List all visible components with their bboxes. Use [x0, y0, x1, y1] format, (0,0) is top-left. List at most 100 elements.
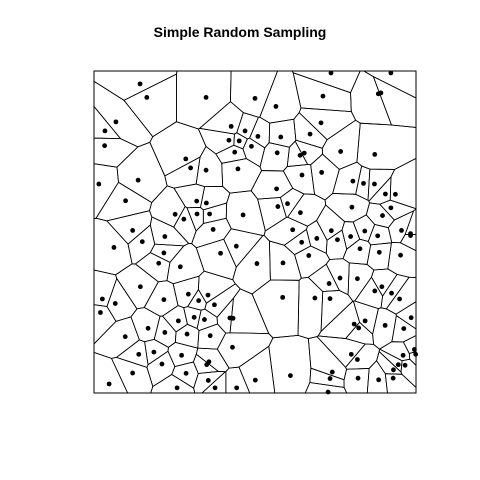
- sample-point: [207, 333, 213, 339]
- sample-point: [230, 344, 235, 350]
- sample-point: [400, 352, 406, 358]
- voronoi-cell: [310, 153, 340, 201]
- voronoi-cell: [307, 263, 340, 292]
- voronoi-cell: [354, 276, 384, 310]
- voronoi-cell: [161, 305, 188, 333]
- sample-point: [218, 250, 223, 256]
- voronoi-cell: [347, 262, 375, 302]
- sample-point: [318, 120, 324, 126]
- voronoi-cell: [282, 164, 316, 195]
- voronoi-cell: [149, 185, 186, 228]
- voronoi-cell: [297, 276, 324, 340]
- sample-point: [123, 198, 128, 204]
- sample-point: [99, 296, 105, 302]
- sample-point: [325, 389, 331, 395]
- sample-point: [337, 275, 343, 281]
- sample-point: [362, 228, 368, 234]
- sample-point: [280, 294, 286, 300]
- sample-point: [297, 152, 303, 158]
- voronoi-cell: [294, 139, 323, 166]
- voronoi-cell: [356, 122, 417, 170]
- sample-point: [408, 315, 414, 321]
- sample-point: [172, 211, 178, 217]
- voronoi-cell: [123, 73, 177, 138]
- voronoi-cell: [283, 228, 312, 256]
- sample-point: [162, 234, 168, 239]
- voronoi-cell: [173, 205, 197, 245]
- sample-point: [122, 334, 128, 340]
- voronoi-cell: [298, 107, 357, 141]
- sample-point: [408, 231, 413, 237]
- sample-point: [314, 236, 320, 241]
- sample-point: [113, 119, 119, 125]
- sample-point: [156, 260, 162, 266]
- voronoi-cell: [93, 351, 129, 394]
- voronoi-cell: [143, 280, 179, 317]
- voronoi-cell: [321, 119, 361, 170]
- sample-point: [326, 281, 332, 286]
- voronoi-cell: [324, 193, 370, 223]
- voronoi-cell: [150, 374, 196, 394]
- sample-point: [236, 138, 242, 144]
- sample-point: [278, 134, 284, 140]
- voronoi-cell: [106, 210, 153, 245]
- sample-point: [111, 245, 117, 250]
- voronoi-cell: [366, 360, 388, 394]
- sample-point: [98, 310, 103, 315]
- sample-point: [319, 170, 325, 175]
- sample-point: [252, 377, 258, 383]
- sample-point: [210, 227, 216, 232]
- sample-point: [350, 178, 356, 184]
- sample-point: [328, 70, 334, 76]
- sample-point: [390, 375, 396, 381]
- voronoi-cell: [293, 112, 328, 149]
- sample-point: [306, 253, 312, 258]
- voronoi-cell: [268, 118, 297, 148]
- voronoi-cell: [93, 80, 154, 148]
- sample-point: [372, 181, 377, 187]
- sample-point: [329, 369, 335, 375]
- sample-point: [361, 180, 366, 186]
- sample-point: [234, 385, 240, 391]
- sample-point: [351, 321, 357, 327]
- sample-point: [249, 143, 254, 149]
- sample-point: [145, 325, 151, 331]
- sample-point: [161, 250, 167, 256]
- sample-point: [389, 290, 394, 296]
- sample-point: [102, 143, 108, 149]
- sample-point: [327, 376, 333, 381]
- voronoi-cell: [115, 339, 149, 368]
- voronoi-cell: [232, 234, 271, 295]
- sample-points: [96, 70, 419, 395]
- sample-point: [411, 347, 417, 352]
- sample-point: [280, 260, 286, 266]
- sample-point: [112, 301, 118, 306]
- sample-point: [255, 133, 261, 139]
- sample-point: [348, 234, 354, 239]
- sample-point: [226, 137, 232, 143]
- sample-point: [205, 292, 211, 298]
- voronoi-cell: [372, 307, 397, 350]
- voronoi-cell: [320, 290, 354, 333]
- voronoi-cell: [291, 70, 361, 94]
- sample-point: [191, 314, 197, 320]
- voronoi-cell: [249, 116, 271, 149]
- plot-frame: [93, 70, 417, 394]
- voronoi-cell: [317, 300, 361, 339]
- sample-point: [274, 186, 279, 192]
- sample-point: [397, 296, 402, 302]
- sample-point: [328, 228, 334, 234]
- voronoi-cell: [287, 193, 327, 227]
- sample-point: [375, 91, 381, 97]
- sample-point: [159, 361, 165, 367]
- voronoi-cell: [316, 204, 346, 241]
- sample-point: [151, 349, 157, 355]
- sample-point: [196, 298, 202, 303]
- sample-point: [392, 191, 398, 197]
- sample-point: [298, 210, 303, 216]
- sample-point: [179, 352, 184, 358]
- sample-point: [395, 362, 401, 368]
- sample-point: [307, 131, 313, 137]
- sample-point: [349, 204, 355, 210]
